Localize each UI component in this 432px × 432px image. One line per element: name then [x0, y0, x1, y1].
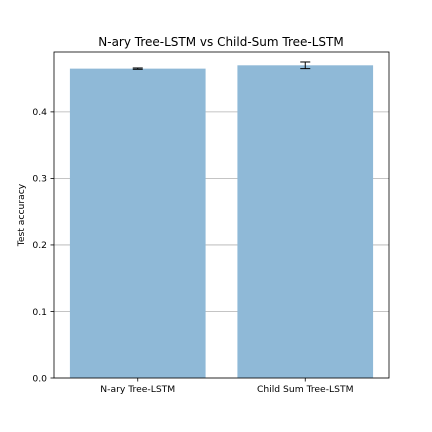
y-tick-label: 0.3 [32, 174, 47, 185]
bar [237, 65, 374, 378]
y-tick-label: 0.1 [32, 307, 47, 318]
bar [69, 68, 206, 378]
y-tick-label: 0.4 [32, 107, 47, 118]
bars [69, 65, 374, 378]
x-axis: N-ary Tree-LSTM Child Sum Tree-LSTM [100, 378, 354, 395]
chart-title: N-ary Tree-LSTM vs Child-Sum Tree-LSTM [98, 35, 343, 49]
x-tick-label: Child Sum Tree-LSTM [257, 384, 354, 395]
y-axis-label: Test accuracy [16, 183, 27, 247]
x-tick-label: N-ary Tree-LSTM [100, 384, 175, 395]
plot-frame [53, 51, 390, 379]
y-axis: 0.0 0.1 0.2 0.3 0.4 [32, 107, 54, 384]
y-tick-label: 0.2 [32, 240, 47, 251]
error-bars [132, 61, 311, 70]
y-tick-label: 0.0 [32, 373, 47, 384]
